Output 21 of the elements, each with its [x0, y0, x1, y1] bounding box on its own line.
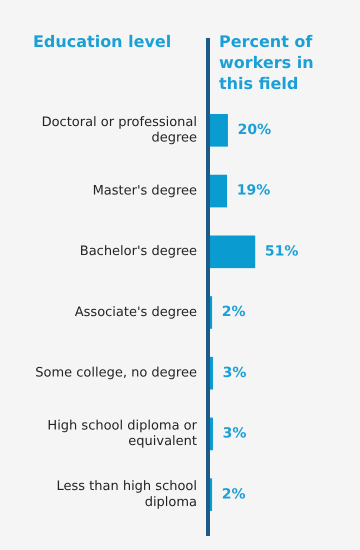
data-label: 2%	[222, 486, 246, 502]
y-axis-title: Education level	[33, 31, 172, 52]
x-axis-title: Percent of workers in this field	[219, 31, 315, 94]
bar	[210, 235, 256, 268]
data-label: 20%	[238, 122, 272, 138]
bar	[210, 418, 213, 450]
y-tick-label: High school diploma or equivalent	[47, 418, 198, 450]
y-tick-label: Doctoral or professional degree	[42, 114, 197, 146]
y-tick-label: Associate's degree	[74, 304, 197, 320]
data-label: 3%	[222, 364, 246, 381]
y-tick-label: Bachelor's degree	[80, 244, 197, 260]
bar	[210, 356, 213, 390]
bar	[210, 114, 228, 147]
bar	[210, 174, 228, 208]
data-label: 51%	[264, 243, 298, 260]
y-tick-label: Master's degree	[92, 183, 197, 198]
data-label: 2%	[222, 304, 246, 320]
y-tick-label: Less than high school diploma	[56, 479, 197, 510]
y-tick-label: Some college, no degree	[35, 366, 197, 381]
data-label: 19%	[236, 182, 270, 199]
data-label: 3%	[222, 426, 246, 442]
